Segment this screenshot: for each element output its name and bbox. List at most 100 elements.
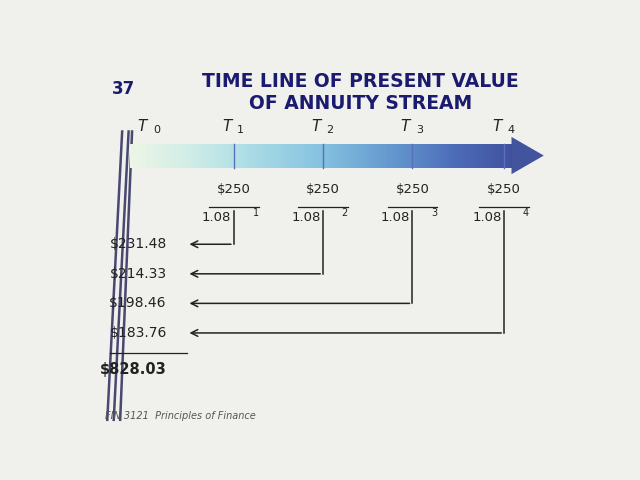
Text: 1.08: 1.08: [291, 211, 321, 224]
Bar: [436, 144, 438, 168]
Bar: [282, 144, 284, 168]
Bar: [260, 144, 262, 168]
Bar: [147, 144, 148, 168]
Bar: [333, 144, 335, 168]
Bar: [324, 144, 326, 168]
Bar: [460, 144, 461, 168]
Bar: [145, 144, 146, 168]
Bar: [212, 144, 214, 168]
Bar: [449, 144, 451, 168]
Bar: [482, 144, 483, 168]
Bar: [491, 144, 492, 168]
Bar: [230, 144, 232, 168]
Bar: [291, 144, 292, 168]
Bar: [403, 144, 404, 168]
Bar: [316, 144, 317, 168]
Bar: [492, 144, 493, 168]
Bar: [398, 144, 399, 168]
Bar: [284, 144, 285, 168]
Text: $T$: $T$: [221, 118, 234, 134]
Text: $T$: $T$: [492, 118, 504, 134]
Bar: [374, 144, 375, 168]
Bar: [234, 144, 236, 168]
Bar: [375, 144, 376, 168]
Bar: [201, 144, 202, 168]
Bar: [146, 144, 147, 168]
Bar: [184, 144, 186, 168]
Bar: [495, 144, 496, 168]
Bar: [273, 144, 275, 168]
Bar: [480, 144, 481, 168]
Bar: [354, 144, 355, 168]
Bar: [417, 144, 419, 168]
Bar: [389, 144, 390, 168]
Bar: [502, 144, 504, 168]
Bar: [380, 144, 381, 168]
Bar: [422, 144, 424, 168]
Bar: [448, 144, 449, 168]
Bar: [353, 144, 354, 168]
Bar: [195, 144, 196, 168]
Bar: [241, 144, 242, 168]
Bar: [346, 144, 348, 168]
Bar: [444, 144, 445, 168]
Bar: [392, 144, 393, 168]
Bar: [462, 144, 463, 168]
Bar: [140, 144, 141, 168]
Bar: [331, 144, 332, 168]
Text: 1.08: 1.08: [202, 211, 231, 224]
Bar: [233, 144, 234, 168]
Bar: [360, 144, 362, 168]
Bar: [394, 144, 396, 168]
Bar: [355, 144, 356, 168]
Bar: [180, 144, 182, 168]
Bar: [435, 144, 436, 168]
Bar: [466, 144, 467, 168]
Bar: [486, 144, 487, 168]
Bar: [165, 144, 166, 168]
Bar: [434, 144, 435, 168]
Bar: [148, 144, 150, 168]
Bar: [442, 144, 443, 168]
Bar: [396, 144, 397, 168]
Bar: [378, 144, 379, 168]
Bar: [303, 144, 304, 168]
Bar: [304, 144, 305, 168]
Bar: [323, 144, 324, 168]
Bar: [237, 144, 238, 168]
Bar: [447, 144, 448, 168]
Bar: [159, 144, 160, 168]
Bar: [172, 144, 173, 168]
Text: $828.03: $828.03: [100, 362, 167, 377]
Bar: [339, 144, 340, 168]
Bar: [249, 144, 250, 168]
Bar: [332, 144, 333, 168]
Bar: [310, 144, 312, 168]
Bar: [408, 144, 410, 168]
Bar: [257, 144, 258, 168]
Bar: [410, 144, 411, 168]
Bar: [506, 144, 508, 168]
Text: 1.08: 1.08: [472, 211, 502, 224]
Bar: [362, 144, 363, 168]
Bar: [163, 144, 164, 168]
Bar: [296, 144, 298, 168]
Bar: [472, 144, 474, 168]
Bar: [341, 144, 342, 168]
Bar: [471, 144, 472, 168]
Text: FIN 3121  Principles of Finance: FIN 3121 Principles of Finance: [105, 411, 255, 421]
Bar: [275, 144, 276, 168]
Bar: [330, 144, 331, 168]
Bar: [134, 144, 136, 168]
Bar: [155, 144, 156, 168]
Bar: [193, 144, 195, 168]
Bar: [229, 144, 230, 168]
Bar: [248, 144, 249, 168]
Text: 1: 1: [237, 125, 244, 135]
Bar: [271, 144, 272, 168]
Bar: [200, 144, 201, 168]
Bar: [458, 144, 460, 168]
Bar: [129, 144, 131, 168]
Bar: [131, 144, 132, 168]
Bar: [292, 144, 294, 168]
